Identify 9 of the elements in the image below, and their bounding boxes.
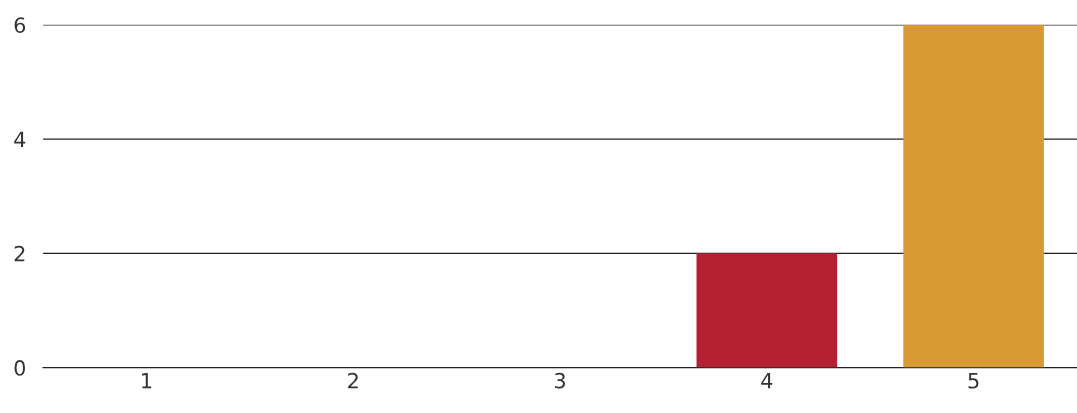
x-tick-label: 5 — [968, 373, 979, 389]
y-tick-label: 4 — [14, 131, 26, 147]
y-tick-label: 6 — [14, 17, 26, 33]
x-tick-label: 4 — [761, 373, 773, 389]
x-tick-label: 3 — [555, 372, 565, 389]
x-tick-label: 1 — [142, 373, 152, 389]
x-tick-label: 2 — [348, 372, 358, 389]
y-tick-label: 2 — [14, 245, 25, 262]
y-tick-label: 0 — [14, 360, 26, 376]
